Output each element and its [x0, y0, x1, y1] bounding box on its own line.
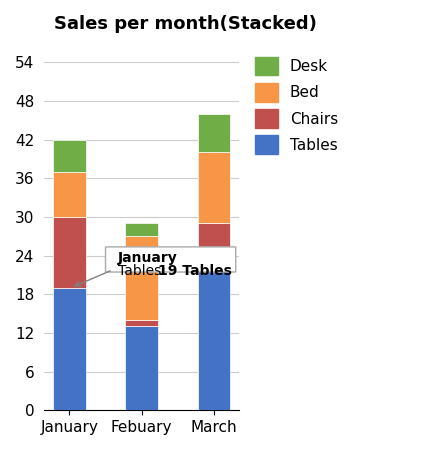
Text: January: January [118, 251, 178, 265]
Bar [198, 223, 230, 256]
Text: Tables:: Tables: [118, 264, 170, 278]
FancyBboxPatch shape [106, 247, 236, 272]
Bar [53, 172, 86, 217]
Bar [53, 140, 86, 172]
Bar [125, 327, 158, 410]
Bar [53, 217, 86, 288]
Text: 19 Tables: 19 Tables [158, 264, 231, 278]
Bar [53, 288, 86, 410]
Bar [198, 153, 230, 223]
Legend: Desk, Bed, Chairs, Tables: Desk, Bed, Chairs, Tables [249, 50, 345, 160]
Text: Sales per month(Stacked): Sales per month(Stacked) [54, 15, 317, 33]
Bar [125, 320, 158, 327]
Bar [125, 223, 158, 236]
Bar [198, 114, 230, 153]
Bar [125, 236, 158, 320]
Bar [198, 256, 230, 410]
